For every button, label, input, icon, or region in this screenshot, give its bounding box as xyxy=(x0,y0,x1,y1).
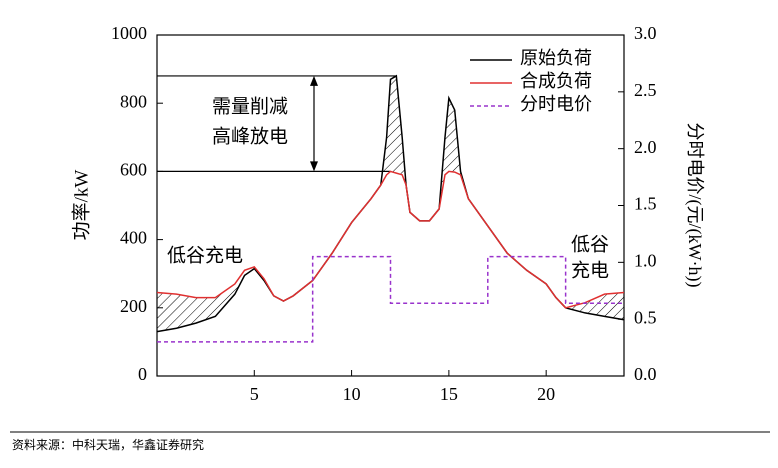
y2-tick-label: 3.0 xyxy=(634,23,657,43)
annotation: 需量削减 xyxy=(212,95,288,117)
annotation: 低谷充电 xyxy=(167,244,243,266)
y2-tick-label: 0.0 xyxy=(634,364,657,384)
y-tick-label: 600 xyxy=(120,160,147,180)
series-line xyxy=(157,255,624,343)
y2-axis-label: 分时电价/(元/(kW·h)) xyxy=(684,123,705,288)
y2-tick-label: 0.5 xyxy=(634,307,657,327)
y2-tick-label: 1.5 xyxy=(634,194,657,214)
y-tick-label: 400 xyxy=(120,228,147,248)
legend-label: 原始负荷 xyxy=(520,48,592,68)
series-line xyxy=(156,170,625,309)
y-axis-label: 功率/kW xyxy=(70,170,92,241)
hatch-area xyxy=(157,75,624,332)
y-tick-label: 200 xyxy=(120,296,147,316)
annotation: 低谷 xyxy=(571,233,609,255)
annotation: 高峰放电 xyxy=(212,125,288,147)
x-tick-label: 10 xyxy=(343,384,361,404)
y-tick-label: 800 xyxy=(120,91,147,111)
y2-tick-label: 1.0 xyxy=(634,250,657,270)
annotation: 充电 xyxy=(571,259,609,281)
x-tick-label: 5 xyxy=(250,384,259,404)
arrow-head xyxy=(310,161,318,172)
legend-label: 合成负荷 xyxy=(520,71,592,91)
source: 资料来源：中科天瑞，华鑫证券研究 xyxy=(12,437,204,452)
x-tick-label: 20 xyxy=(537,384,555,404)
arrow-head xyxy=(310,75,318,86)
y-tick-label: 1000 xyxy=(111,23,147,43)
y2-tick-label: 2.5 xyxy=(634,80,657,100)
y-tick-label: 0 xyxy=(138,364,147,384)
legend-label: 分时电价 xyxy=(520,94,592,114)
x-tick-label: 15 xyxy=(440,384,458,404)
y2-tick-label: 2.0 xyxy=(634,137,657,157)
